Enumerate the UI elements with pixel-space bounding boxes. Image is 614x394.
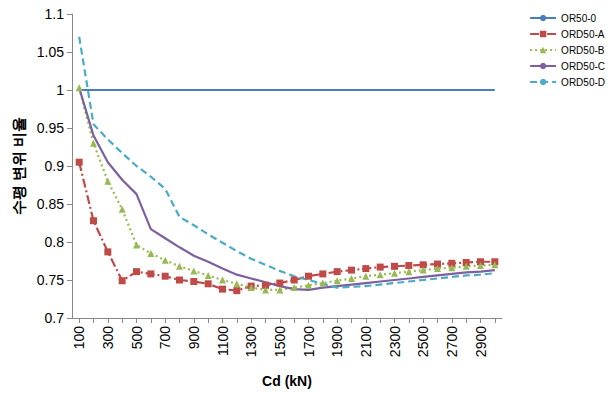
svg-text:OR50-0: OR50-0 [561, 13, 596, 24]
svg-text:1500: 1500 [272, 326, 288, 357]
svg-text:0.8: 0.8 [45, 234, 65, 250]
svg-text:1.1: 1.1 [45, 6, 65, 22]
svg-text:300: 300 [100, 326, 116, 350]
svg-text:700: 700 [157, 326, 173, 350]
svg-text:1: 1 [56, 82, 64, 98]
svg-text:1700: 1700 [301, 326, 317, 357]
svg-text:900: 900 [186, 326, 202, 350]
svg-text:ORD50-D: ORD50-D [561, 77, 605, 88]
svg-text:Cd (kN): Cd (kN) [262, 373, 312, 389]
svg-text:ORD50-B: ORD50-B [561, 45, 605, 56]
svg-text:수평 변위 비율: 수평 변위 비율 [10, 117, 27, 215]
svg-text:0.75: 0.75 [37, 272, 64, 288]
svg-text:0.85: 0.85 [37, 196, 64, 212]
svg-text:ORD50-A: ORD50-A [561, 29, 605, 40]
svg-text:1100: 1100 [215, 326, 231, 356]
svg-text:0.95: 0.95 [37, 120, 64, 136]
svg-text:0.9: 0.9 [45, 158, 65, 174]
svg-text:ORD50-C: ORD50-C [561, 61, 605, 72]
svg-text:2500: 2500 [415, 326, 431, 357]
svg-text:2900: 2900 [473, 326, 489, 357]
svg-text:2700: 2700 [444, 326, 460, 357]
svg-text:100: 100 [71, 326, 87, 350]
svg-text:1900: 1900 [329, 326, 345, 357]
svg-text:2100: 2100 [358, 326, 374, 357]
svg-text:1.05: 1.05 [37, 44, 64, 60]
svg-text:0.7: 0.7 [45, 310, 65, 326]
svg-text:1300: 1300 [243, 326, 259, 357]
svg-text:500: 500 [129, 326, 145, 350]
svg-text:2300: 2300 [387, 326, 403, 357]
